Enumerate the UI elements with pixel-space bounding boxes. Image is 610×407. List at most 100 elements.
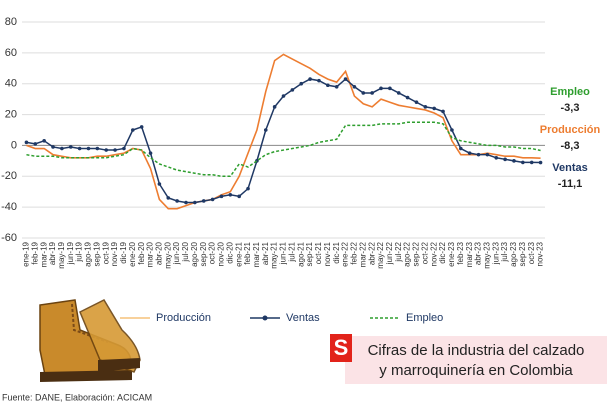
- banner-title: Cifras de la industria del calzado: [368, 342, 585, 359]
- x-tick-label: may-21: [270, 241, 279, 268]
- point: [352, 85, 357, 89]
- x-tick-label: abr-23: [474, 241, 483, 265]
- x-tick-label: feb-23: [456, 241, 465, 264]
- x-tick-label: nov-19: [110, 241, 119, 266]
- point: [166, 196, 171, 200]
- point: [370, 91, 374, 95]
- x-tick-label: oct-23: [527, 241, 536, 264]
- point: [538, 160, 543, 165]
- point: [512, 159, 516, 163]
- legend-marker: [262, 315, 268, 321]
- point: [246, 186, 250, 191]
- series-line: [26, 121, 541, 178]
- x-tick-label: nov-23: [536, 241, 545, 266]
- x-tick-label: jun-20: [172, 241, 181, 265]
- x-tick-label: ene-22: [341, 241, 350, 266]
- legend-label: Ventas: [286, 312, 320, 324]
- x-tick-label: jul-20: [181, 241, 190, 262]
- y-tick-label: 60: [5, 47, 17, 59]
- x-tick-label: sep-21: [305, 241, 314, 266]
- point: [210, 197, 215, 202]
- x-tick-label: mar-22: [358, 241, 367, 267]
- x-tick-label: oct-21: [314, 241, 323, 264]
- source: Fuente: DANE, Elaboración: ACICAM: [2, 392, 152, 402]
- point: [86, 146, 91, 151]
- banner-title: y marroquinería en Colombia: [379, 362, 573, 379]
- y-tick-label: 80: [5, 16, 17, 28]
- x-tick-label: abr-20: [155, 241, 164, 265]
- x-tick-label: jun-21: [279, 241, 288, 265]
- x-tick-label: oct-20: [208, 241, 217, 264]
- point: [450, 128, 454, 132]
- point: [95, 146, 100, 151]
- point: [157, 182, 162, 186]
- x-tick-label: dic-20: [225, 241, 234, 263]
- point: [405, 95, 410, 100]
- point: [343, 77, 348, 81]
- point: [326, 83, 330, 88]
- x-tick-label: mar-20: [146, 241, 155, 267]
- x-tick-label: sep-22: [412, 241, 421, 266]
- point: [458, 146, 463, 151]
- annotation-value: -3,3: [561, 102, 580, 114]
- x-tick-label: may-22: [376, 241, 385, 268]
- point: [299, 81, 304, 86]
- x-tick-label: oct-22: [420, 241, 429, 264]
- point: [122, 146, 126, 151]
- x-tick-label: abr-22: [367, 241, 376, 265]
- point: [503, 157, 507, 162]
- point: [396, 91, 401, 95]
- annotation-name: Empleo: [550, 86, 590, 98]
- x-tick-label: ago-22: [403, 241, 412, 266]
- point: [113, 148, 117, 152]
- point: [476, 152, 481, 157]
- y-tick-label: -40: [1, 201, 17, 213]
- point: [361, 91, 366, 95]
- point: [228, 193, 233, 197]
- point: [290, 88, 295, 92]
- point: [388, 86, 392, 91]
- point: [219, 194, 224, 199]
- x-tick-label: mar-23: [465, 241, 474, 267]
- x-tick-label: sep-19: [92, 241, 101, 266]
- point: [42, 139, 46, 143]
- x-tick-label: ene-23: [447, 241, 456, 266]
- x-tick-label: nov-20: [217, 241, 226, 266]
- point: [139, 125, 144, 129]
- x-tick-label: dic-21: [332, 241, 341, 263]
- annotation-value: -11,1: [558, 178, 582, 190]
- y-tick-label: -20: [1, 170, 17, 182]
- annotation-value: -8,3: [561, 140, 580, 152]
- x-tick-label: feb-20: [137, 241, 146, 264]
- y-tick-label: 0: [11, 139, 17, 151]
- logo: S: [334, 335, 349, 360]
- point: [423, 105, 428, 109]
- x-tick-label: ene-20: [128, 241, 137, 266]
- point: [432, 106, 436, 111]
- point: [68, 145, 73, 149]
- point: [60, 146, 64, 151]
- x-tick-label: sep-23: [518, 241, 527, 266]
- point: [272, 105, 277, 109]
- x-tick-label: sep-20: [199, 241, 208, 266]
- x-tick-label: ene-19: [22, 241, 31, 266]
- point: [379, 86, 383, 91]
- x-tick-label: ago-21: [296, 241, 305, 266]
- y-tick-label: 40: [5, 78, 17, 90]
- point: [33, 142, 38, 146]
- point: [175, 199, 179, 203]
- x-tick-label: nov-22: [429, 241, 438, 266]
- x-tick-label: jun-22: [385, 241, 394, 265]
- x-tick-label: jul-22: [394, 241, 403, 262]
- point: [77, 146, 82, 151]
- point: [414, 100, 419, 105]
- point: [281, 94, 286, 98]
- point: [334, 85, 339, 89]
- point: [467, 151, 472, 155]
- point: [529, 160, 534, 165]
- point: [201, 199, 206, 203]
- point: [494, 155, 499, 160]
- x-tick-label: jul-21: [287, 241, 296, 262]
- point: [148, 151, 153, 155]
- point: [51, 145, 55, 149]
